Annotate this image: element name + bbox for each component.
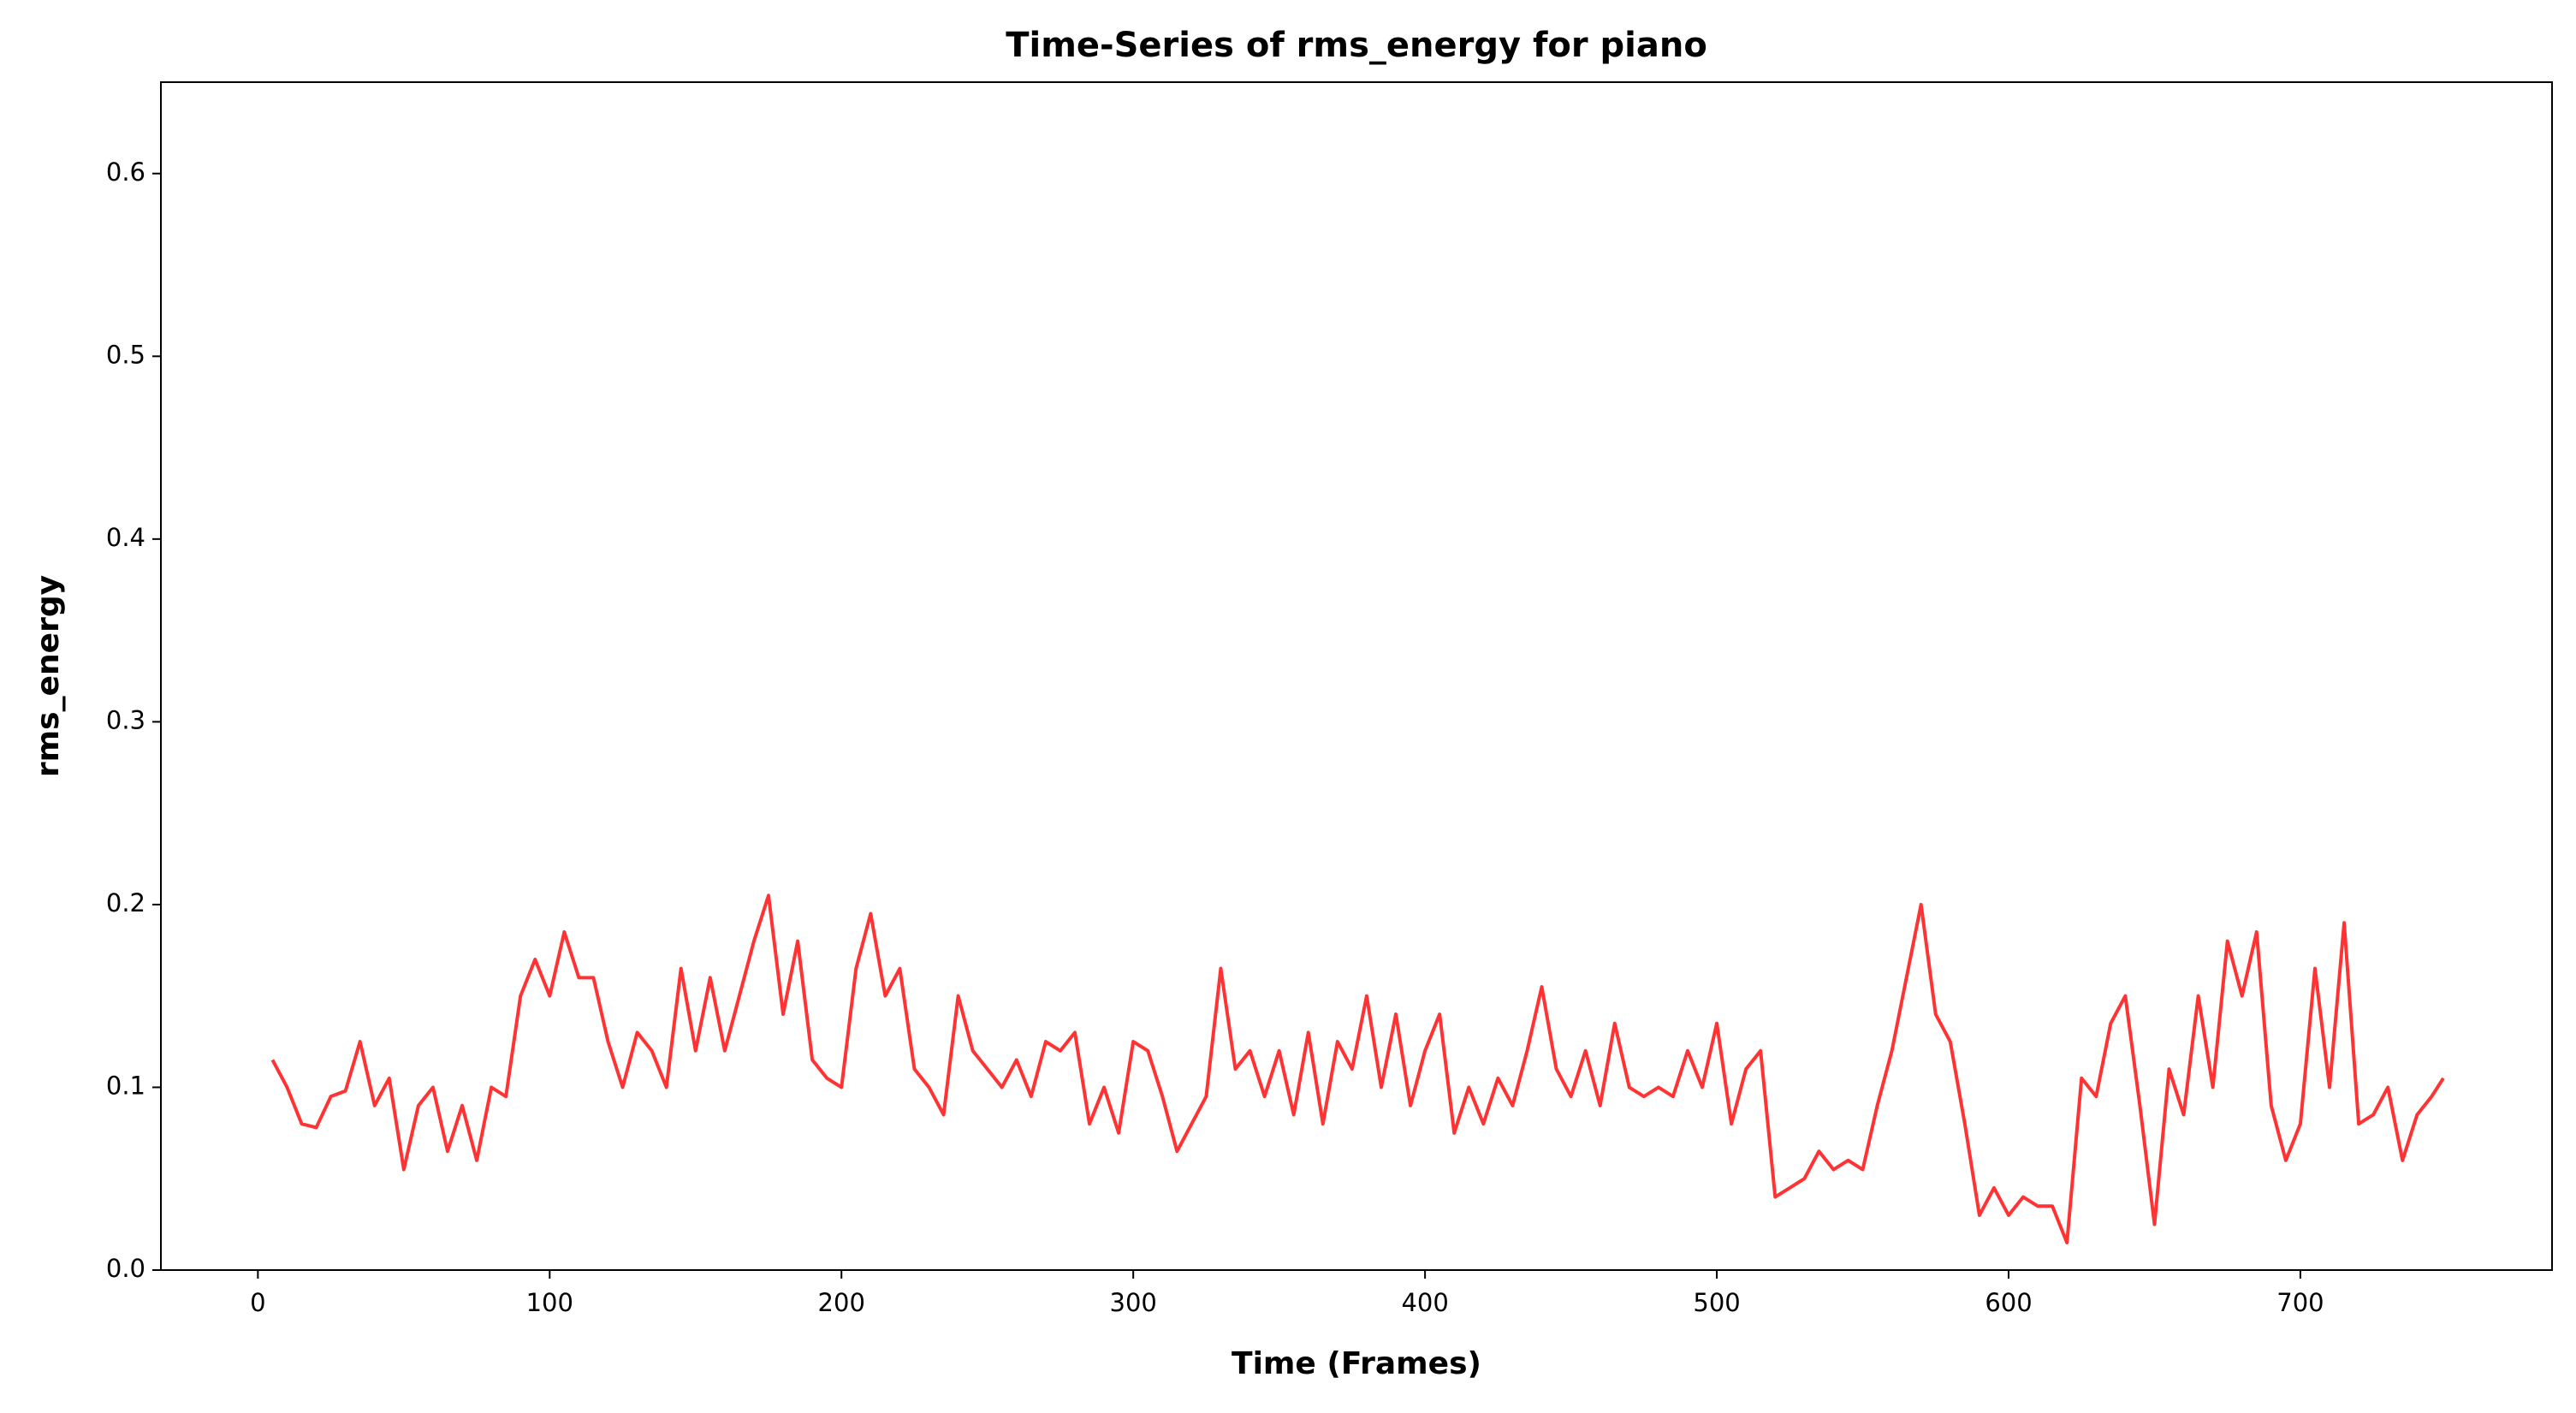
x-tick-label: 600 (1985, 1288, 2032, 1317)
x-tick-label: 500 (1693, 1288, 1740, 1317)
y-tick-label: 0.4 (106, 523, 145, 552)
y-axis-label: rms_energy (31, 575, 66, 777)
chart-title: Time-Series of rms_energy for piano (1006, 26, 1707, 65)
x-tick-label: 700 (2276, 1288, 2324, 1317)
x-tick-label: 200 (818, 1288, 865, 1317)
plot-frame (160, 81, 2553, 1271)
y-tick-label: 0.0 (106, 1254, 145, 1283)
x-tick-label: 100 (526, 1288, 573, 1317)
x-tick-label: 400 (1401, 1288, 1448, 1317)
y-tick-label: 0.2 (106, 888, 145, 917)
y-tick-label: 0.6 (106, 157, 145, 187)
y-tick-label: 0.5 (106, 340, 145, 369)
x-tick-label: 300 (1110, 1288, 1157, 1317)
x-tick-label: 0 (250, 1288, 265, 1317)
y-tick-label: 0.3 (106, 705, 145, 734)
y-tick-label: 0.1 (106, 1071, 145, 1100)
x-axis-label: Time (Frames) (1232, 1346, 1481, 1381)
line-series (270, 894, 2445, 1244)
